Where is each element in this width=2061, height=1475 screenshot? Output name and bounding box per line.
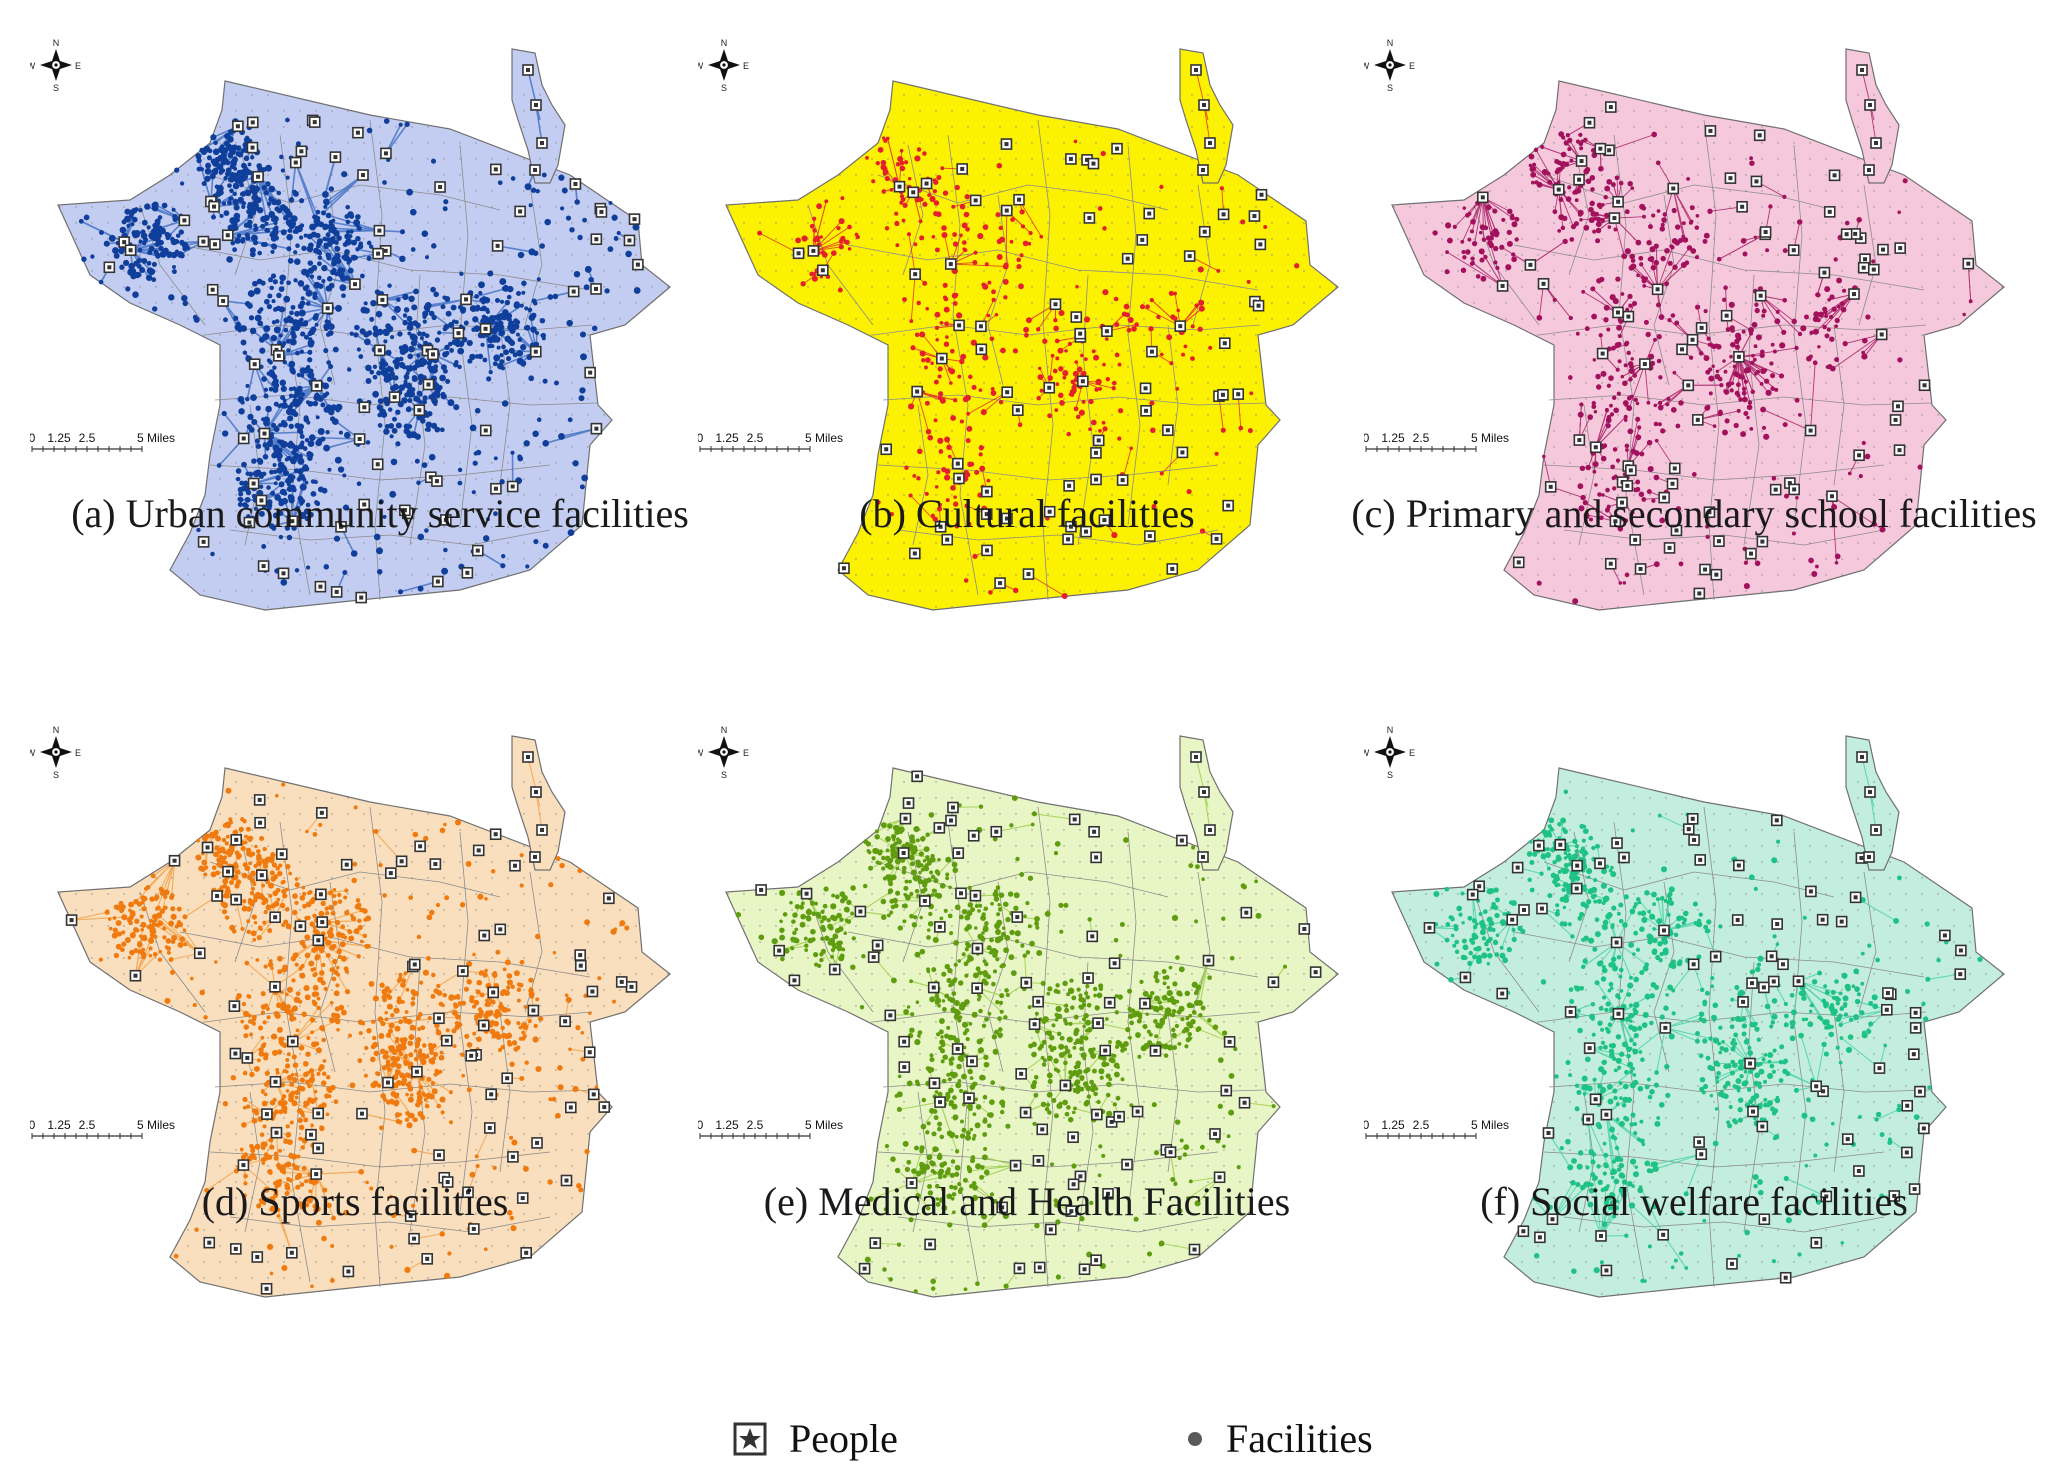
scale-bar: 0 1.25 2.5 5 Miles — [30, 431, 175, 452]
scale-tick-label: 1.25 — [47, 1118, 71, 1132]
scale-tick-label: 0 — [698, 431, 704, 445]
compass-w-label: W — [698, 61, 704, 71]
scale-end-label: 5 Miles — [1471, 431, 1509, 445]
legend-facilities: Facilities — [1186, 1415, 1373, 1462]
compass-n-label: N — [1387, 725, 1394, 735]
panel-caption-c: (c) Primary and secondary school facilit… — [1334, 490, 2054, 537]
compass-e-label: E — [743, 748, 749, 758]
compass-icon: N S E W — [1364, 725, 1415, 780]
scale-tick-label: 0 — [30, 431, 36, 445]
compass-e-label: E — [1409, 748, 1415, 758]
panel-caption-e: (e) Medical and Health Facilities — [667, 1178, 1387, 1225]
compass-icon: N S E W — [30, 38, 81, 93]
scale-end-label: 5 Miles — [137, 431, 175, 445]
compass-w-label: W — [1364, 748, 1370, 758]
compass-w-label: W — [30, 748, 36, 758]
scale-end-label: 5 Miles — [805, 431, 843, 445]
compass-s-label: S — [721, 83, 727, 93]
panel-caption-f: (f) Social welfare facilities — [1334, 1178, 2054, 1225]
compass-n-label: N — [53, 38, 60, 48]
compass-e-label: E — [75, 748, 81, 758]
scale-tick-label: 1.25 — [1381, 431, 1405, 445]
compass-icon: N S E W — [1364, 38, 1415, 93]
compass-w-label: W — [698, 748, 704, 758]
scale-tick-label: 2.5 — [747, 1118, 764, 1132]
panel-caption-d: (d) Sports facilities — [0, 1178, 715, 1225]
scale-tick-label: 2.5 — [1413, 1118, 1430, 1132]
scale-tick-label: 1.25 — [715, 431, 739, 445]
compass-s-label: S — [53, 770, 59, 780]
compass-n-label: N — [1387, 38, 1394, 48]
legend-facilities-label: Facilities — [1226, 1415, 1373, 1462]
scale-tick-label: 0 — [1364, 431, 1370, 445]
scale-bar: 0 1.25 2.5 5 Miles — [1364, 1118, 1509, 1139]
scale-tick-label: 2.5 — [747, 431, 764, 445]
compass-n-label: N — [53, 725, 60, 735]
scale-tick-label: 0 — [1364, 1118, 1370, 1132]
compass-icon: N S E W — [698, 725, 749, 780]
compass-w-label: W — [30, 61, 36, 71]
scale-tick-label: 1.25 — [715, 1118, 739, 1132]
compass-icon: N S E W — [30, 725, 81, 780]
scale-bar: 0 1.25 2.5 5 Miles — [698, 431, 843, 452]
scale-tick-label: 0 — [30, 1118, 36, 1132]
facility-dot-icon — [1186, 1430, 1204, 1448]
scale-tick-label: 1.25 — [47, 431, 71, 445]
compass-e-label: E — [1409, 61, 1415, 71]
compass-s-label: S — [1387, 83, 1393, 93]
compass-e-label: E — [743, 61, 749, 71]
scale-end-label: 5 Miles — [1471, 1118, 1509, 1132]
compass-n-label: N — [721, 725, 728, 735]
scale-end-label: 5 Miles — [137, 1118, 175, 1132]
people-symbol-icon — [733, 1422, 767, 1456]
scale-bar: 0 1.25 2.5 5 Miles — [698, 1118, 843, 1139]
compass-w-label: W — [1364, 61, 1370, 71]
scale-bar: 0 1.25 2.5 5 Miles — [1364, 431, 1509, 452]
compass-s-label: S — [53, 83, 59, 93]
panel-caption-b: (b) Cultural facilities — [667, 490, 1387, 537]
scale-bar: 0 1.25 2.5 5 Miles — [30, 1118, 175, 1139]
scale-tick-label: 0 — [698, 1118, 704, 1132]
scale-tick-label: 2.5 — [79, 431, 96, 445]
compass-n-label: N — [721, 38, 728, 48]
legend-people: People — [733, 1415, 898, 1462]
compass-e-label: E — [75, 61, 81, 71]
compass-s-label: S — [721, 770, 727, 780]
compass-icon: N S E W — [698, 38, 749, 93]
legend-people-label: People — [789, 1415, 898, 1462]
scale-tick-label: 2.5 — [1413, 431, 1430, 445]
scale-tick-label: 1.25 — [1381, 1118, 1405, 1132]
compass-s-label: S — [1387, 770, 1393, 780]
panel-caption-a: (a) Urban community service facilities — [20, 490, 740, 537]
scale-tick-label: 2.5 — [79, 1118, 96, 1132]
legend: People Facilities — [0, 1415, 2061, 1475]
scale-end-label: 5 Miles — [805, 1118, 843, 1132]
